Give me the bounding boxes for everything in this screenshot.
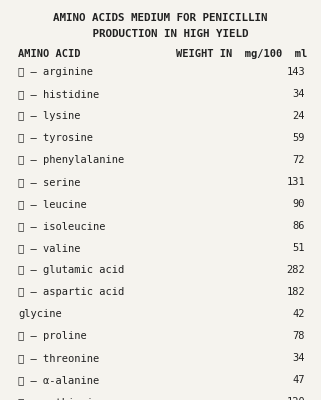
Text: 78: 78: [292, 331, 305, 341]
Text: AMINO ACID: AMINO ACID: [18, 49, 81, 59]
Text: 282: 282: [286, 265, 305, 275]
Text: AMINO ACIDS MEDIUM FOR PENICILLIN: AMINO ACIDS MEDIUM FOR PENICILLIN: [53, 13, 268, 23]
Text: ℓ – lysine: ℓ – lysine: [18, 111, 81, 121]
Text: 90: 90: [292, 199, 305, 209]
Text: 34: 34: [292, 89, 305, 99]
Text: ℓ – aspartic acid: ℓ – aspartic acid: [18, 287, 124, 297]
Text: 42: 42: [292, 309, 305, 319]
Text: 72: 72: [292, 155, 305, 165]
Text: ℓ – methionine: ℓ – methionine: [18, 397, 106, 400]
Text: glycine: glycine: [18, 309, 62, 319]
Text: ℓ – α-alanine: ℓ – α-alanine: [18, 375, 99, 385]
Text: 143: 143: [286, 67, 305, 77]
Text: ℓ – glutamic acid: ℓ – glutamic acid: [18, 265, 124, 275]
Text: ℓ – phenylalanine: ℓ – phenylalanine: [18, 155, 124, 165]
Text: 120: 120: [286, 397, 305, 400]
Text: ℓ – threonine: ℓ – threonine: [18, 353, 99, 363]
Text: ℓ – isoleucine: ℓ – isoleucine: [18, 221, 106, 231]
Text: ℓ – proline: ℓ – proline: [18, 331, 87, 341]
Text: ℓ – leucine: ℓ – leucine: [18, 199, 87, 209]
Text: ℓ – serine: ℓ – serine: [18, 177, 81, 187]
Text: 86: 86: [292, 221, 305, 231]
Text: ℓ – arginine: ℓ – arginine: [18, 67, 93, 77]
Text: 24: 24: [292, 111, 305, 121]
Text: PRODUCTION IN HIGH YIELD: PRODUCTION IN HIGH YIELD: [73, 29, 248, 39]
Text: 131: 131: [286, 177, 305, 187]
Text: 47: 47: [292, 375, 305, 385]
Text: WEIGHT IN  mg/100  ml: WEIGHT IN mg/100 ml: [176, 49, 307, 59]
Text: ℓ – tyrosine: ℓ – tyrosine: [18, 133, 93, 143]
Text: ℓ – histidine: ℓ – histidine: [18, 89, 99, 99]
Text: 182: 182: [286, 287, 305, 297]
Text: 51: 51: [292, 243, 305, 253]
Text: ℓ – valine: ℓ – valine: [18, 243, 81, 253]
Text: 34: 34: [292, 353, 305, 363]
Text: 59: 59: [292, 133, 305, 143]
